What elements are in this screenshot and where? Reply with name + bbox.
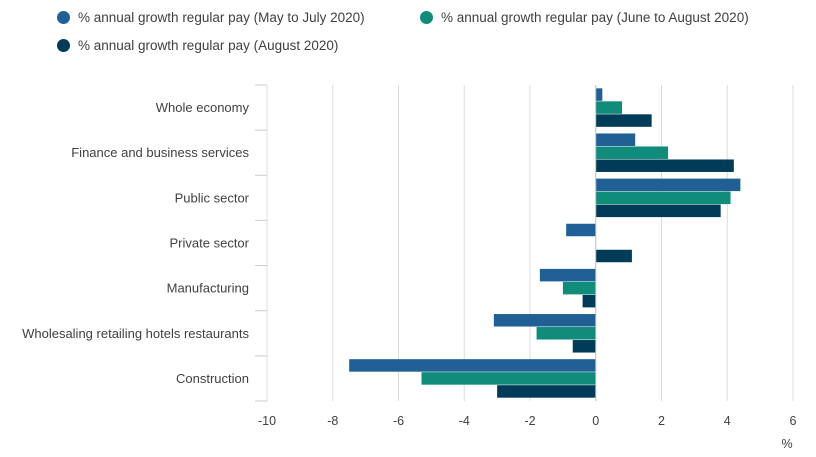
x-tick-label: -6 — [393, 414, 404, 428]
category-label: Private sector — [170, 236, 250, 251]
bar-2[interactable] — [595, 146, 669, 159]
category-label: Construction — [176, 371, 249, 386]
bar-3[interactable] — [595, 159, 734, 172]
legend-label: % annual growth regular pay (June to Aug… — [441, 10, 749, 25]
bar-1[interactable] — [595, 133, 636, 146]
category-label: Manufacturing — [167, 281, 249, 296]
x-tick-label: -8 — [327, 414, 338, 428]
x-tick-label: -10 — [258, 414, 276, 428]
legend-item-august[interactable]: % annual growth regular pay (August 2020… — [57, 38, 338, 53]
bar-1[interactable] — [595, 88, 603, 101]
bar-1[interactable] — [349, 359, 596, 372]
category-label: Whole economy — [156, 100, 250, 115]
category-separators — [255, 84, 267, 402]
x-tick-label: 2 — [658, 414, 665, 428]
gridlines — [266, 85, 794, 401]
category-labels: Whole economy Finance and business servic… — [22, 100, 250, 386]
bars — [349, 88, 741, 398]
x-axis-label: % — [781, 437, 792, 451]
legend-item-may-to-july[interactable]: % annual growth regular pay (May to July… — [57, 10, 365, 25]
legend-item-june-to-august[interactable]: % annual growth regular pay (June to Aug… — [420, 10, 749, 25]
bar-2[interactable] — [421, 372, 596, 385]
bar-1[interactable] — [539, 268, 596, 282]
bar-1[interactable] — [493, 314, 596, 327]
bar-2[interactable] — [536, 327, 596, 340]
bar-1[interactable] — [595, 178, 741, 192]
bar-2[interactable] — [562, 281, 596, 295]
bar-2[interactable] — [595, 101, 623, 114]
bar-1[interactable] — [566, 223, 596, 237]
x-tick-labels: -10 -8 -6 -4 -2 0 2 4 6 — [258, 414, 797, 428]
bar-2[interactable] — [595, 191, 731, 205]
bar-3[interactable] — [497, 385, 596, 398]
legend: % annual growth regular pay (May to July… — [0, 0, 816, 60]
x-tick-label: -4 — [459, 414, 470, 428]
x-tick-label: 6 — [790, 414, 797, 428]
legend-swatch — [57, 11, 70, 24]
x-tick-label: 4 — [724, 414, 731, 428]
bar-3[interactable] — [595, 114, 652, 127]
x-tick-label: -2 — [524, 414, 535, 428]
category-label: Public sector — [175, 190, 250, 205]
legend-label: % annual growth regular pay (August 2020… — [78, 38, 339, 53]
x-tick-label: 0 — [592, 414, 599, 428]
category-label: Finance and business services — [71, 145, 249, 160]
category-label: Wholesaling retailing hotels restaurants — [22, 326, 249, 341]
bar-3[interactable] — [595, 249, 632, 263]
legend-swatch — [420, 11, 433, 24]
bar-3[interactable] — [582, 294, 596, 308]
legend-label: % annual growth regular pay (May to July… — [78, 10, 365, 25]
bar-3[interactable] — [595, 204, 721, 218]
legend-swatch — [57, 39, 70, 52]
bar-3[interactable] — [572, 340, 596, 353]
